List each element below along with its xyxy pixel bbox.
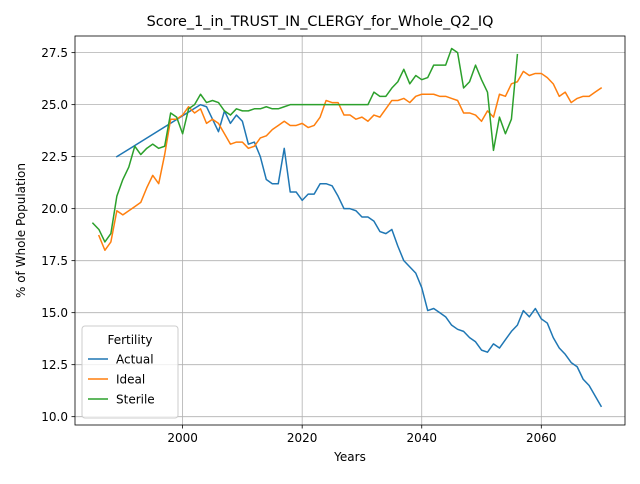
y-axis-ticks: 10.0 12.5 15.0 17.5 20.0 22.5 25.0 27.5 <box>41 46 75 424</box>
x-tick-label: 2060 <box>526 431 557 445</box>
series-lines <box>91 47 603 408</box>
y-tick-label: 25.0 <box>41 98 68 112</box>
series-line-ideal <box>97 70 603 252</box>
legend-entries: Actual Ideal Sterile <box>88 352 155 406</box>
y-tick-label: 17.5 <box>41 254 68 268</box>
y-axis-label: % of Whole Population <box>14 163 28 298</box>
legend-label-ideal: Ideal <box>116 372 145 386</box>
y-tick-label: 20.0 <box>41 202 68 216</box>
chart-title: Score_1_in_TRUST_IN_CLERGY_for_Whole_Q2_… <box>147 14 494 30</box>
series-line-actual <box>115 103 603 408</box>
legend-label-actual: Actual <box>116 352 154 366</box>
x-tick-label: 2040 <box>406 431 437 445</box>
legend-label-sterile: Sterile <box>116 392 155 406</box>
x-axis-ticks: 2000 2020 2040 2060 <box>167 425 557 445</box>
y-tick-label: 12.5 <box>41 358 68 372</box>
plot-frame <box>74 35 626 426</box>
legend: Fertility Actual Ideal Sterile <box>81 325 179 419</box>
x-axis-label: Years <box>333 450 366 464</box>
legend-title: Fertility <box>107 333 152 347</box>
legend-box <box>81 325 179 419</box>
series-line-sterile <box>91 47 519 243</box>
y-tick-label: 27.5 <box>41 46 68 60</box>
x-tick-label: 2020 <box>287 431 318 445</box>
y-tick-label: 10.0 <box>41 410 68 424</box>
y-tick-label: 15.0 <box>41 306 68 320</box>
y-tick-label: 22.5 <box>41 150 68 164</box>
x-tick-label: 2000 <box>167 431 198 445</box>
